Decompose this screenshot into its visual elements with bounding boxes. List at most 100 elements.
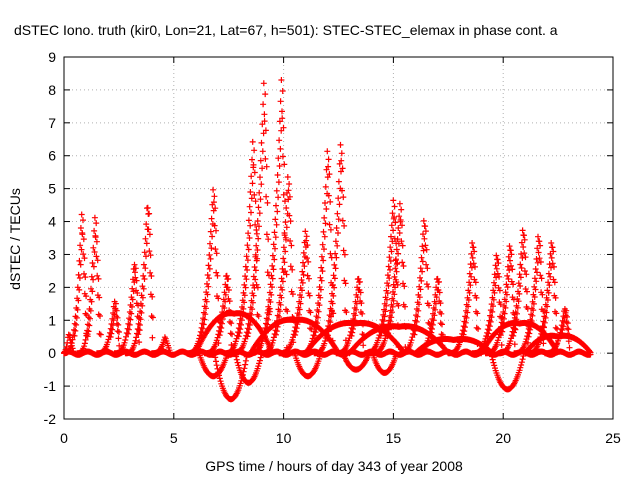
data-point xyxy=(398,206,405,213)
data-point xyxy=(94,257,101,264)
data-point xyxy=(97,331,104,338)
data-point xyxy=(321,246,327,253)
data-point xyxy=(260,80,267,87)
data-point xyxy=(273,328,280,335)
data-point xyxy=(504,272,511,279)
data-point xyxy=(551,279,558,286)
data-point xyxy=(279,286,286,293)
data-point xyxy=(76,286,83,293)
data-point xyxy=(125,330,132,337)
data-point xyxy=(419,268,426,275)
data-point xyxy=(547,273,554,280)
data-point xyxy=(89,260,96,266)
data-point xyxy=(300,249,307,256)
data-point xyxy=(275,179,282,186)
data-point xyxy=(244,257,251,264)
data-point xyxy=(327,319,334,326)
data-point xyxy=(535,249,542,256)
data-point xyxy=(468,264,475,271)
data-point xyxy=(94,272,101,279)
data-point xyxy=(213,227,219,234)
data-point xyxy=(319,241,326,248)
data-point xyxy=(96,330,103,337)
data-point xyxy=(147,269,154,276)
data-point xyxy=(422,228,429,235)
data-point xyxy=(139,294,146,301)
data-point xyxy=(469,240,476,246)
data-point xyxy=(356,278,363,285)
data-point xyxy=(83,332,90,339)
data-point xyxy=(250,161,257,168)
data-point xyxy=(531,275,538,282)
data-point xyxy=(412,317,419,324)
data-point xyxy=(226,318,233,325)
data-point xyxy=(465,297,472,303)
data-point xyxy=(287,238,294,244)
data-point xyxy=(382,308,389,315)
data-point xyxy=(279,278,286,285)
data-point xyxy=(213,337,220,344)
data-point xyxy=(394,236,401,243)
data-point xyxy=(274,172,281,178)
data-point xyxy=(276,314,283,320)
data-point xyxy=(392,284,398,291)
data-point xyxy=(514,304,521,311)
data-point xyxy=(400,263,407,269)
data-point xyxy=(522,338,529,345)
data-point xyxy=(148,273,155,279)
data-point xyxy=(426,302,432,309)
data-point xyxy=(323,166,330,173)
data-point xyxy=(243,276,250,283)
data-point xyxy=(282,198,288,205)
data-point xyxy=(268,272,275,279)
data-point xyxy=(298,277,305,283)
data-point xyxy=(468,273,475,280)
data-point xyxy=(244,325,251,332)
data-point xyxy=(104,339,111,346)
data-point xyxy=(551,263,557,270)
data-point xyxy=(395,250,402,257)
data-point xyxy=(139,302,146,309)
data-point xyxy=(88,273,95,280)
data-point xyxy=(417,274,423,281)
data-point xyxy=(84,321,91,328)
data-point xyxy=(492,282,499,289)
data-point xyxy=(359,310,366,317)
data-point xyxy=(133,334,140,341)
data-point xyxy=(287,263,294,270)
data-point xyxy=(228,320,235,327)
data-point xyxy=(256,210,263,217)
data-point xyxy=(340,194,347,201)
data-point xyxy=(501,310,508,317)
data-point xyxy=(320,228,327,235)
data-point xyxy=(536,255,543,262)
data-point xyxy=(71,320,78,327)
data-point xyxy=(258,181,265,188)
data-point xyxy=(134,330,140,337)
data-point xyxy=(306,292,313,299)
data-point xyxy=(97,313,103,319)
data-point xyxy=(83,293,90,300)
data-point xyxy=(90,276,97,283)
data-point xyxy=(550,276,557,283)
data-point xyxy=(258,139,265,146)
data-point xyxy=(314,314,321,321)
data-point xyxy=(87,315,93,322)
data-point xyxy=(537,259,544,265)
data-point xyxy=(335,195,342,202)
data-point xyxy=(534,259,541,266)
data-point xyxy=(342,280,349,287)
data-point xyxy=(113,307,120,314)
data-point xyxy=(247,189,254,195)
data-point xyxy=(395,225,402,231)
data-point xyxy=(91,249,98,255)
data-point xyxy=(278,294,285,301)
data-point xyxy=(439,321,445,328)
data-point xyxy=(272,327,279,334)
data-point xyxy=(538,275,545,282)
data-point xyxy=(564,320,571,327)
x-tick-label: 20 xyxy=(495,430,511,446)
data-point xyxy=(530,300,537,307)
y-tick-label: 8 xyxy=(48,82,56,98)
data-point xyxy=(381,313,388,320)
